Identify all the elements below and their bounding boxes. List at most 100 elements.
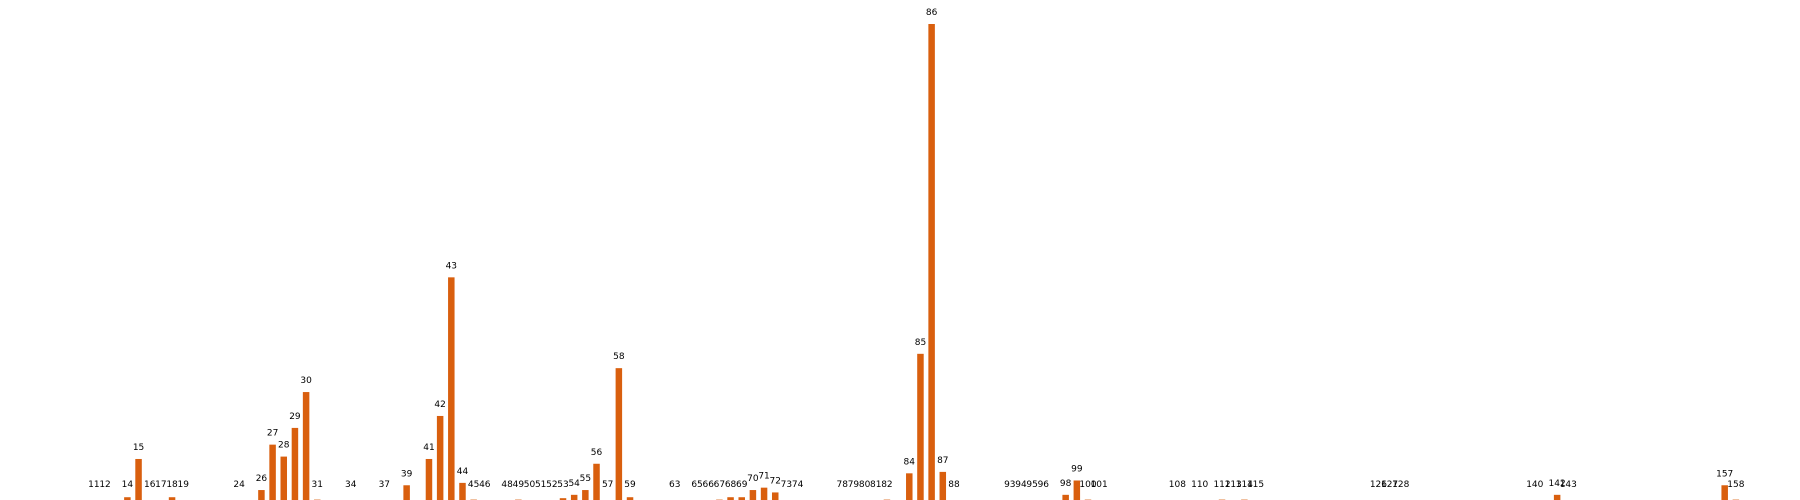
- bar-15: [135, 458, 142, 500]
- bar-label-87: 87: [937, 456, 948, 466]
- bar-72: [771, 492, 779, 500]
- bar-27: [269, 444, 276, 500]
- bar-label-80: 80: [859, 480, 871, 490]
- bar-142: [1553, 494, 1561, 500]
- bar-label-142: 142: [1549, 479, 1566, 489]
- bar-label-81: 81: [870, 480, 881, 490]
- bar-label-158: 158: [1727, 480, 1744, 490]
- bar-label-51: 51: [535, 480, 546, 490]
- bar-99: [1073, 480, 1081, 500]
- bar-label-53: 53: [557, 480, 568, 490]
- bar-label-31: 31: [312, 480, 323, 490]
- bar-label-113: 113: [1225, 480, 1242, 490]
- bar-label-37: 37: [379, 480, 390, 490]
- bar-label-108: 108: [1169, 480, 1186, 490]
- bar-label-12: 12: [99, 480, 110, 490]
- bar-label-95: 95: [1026, 480, 1037, 490]
- bar-label-101: 101: [1091, 480, 1108, 490]
- bar-label-19: 19: [178, 480, 190, 490]
- bar-label-52: 52: [546, 480, 557, 490]
- bar-label-14: 14: [122, 480, 134, 490]
- bar-label-112: 112: [1213, 480, 1230, 490]
- bars-group: [124, 24, 1740, 500]
- bar-label-66: 66: [702, 480, 714, 490]
- bar-label-11: 11: [88, 480, 99, 490]
- bar-label-71: 71: [758, 472, 769, 482]
- bar-98: [1062, 494, 1069, 500]
- bar-label-57: 57: [602, 480, 613, 490]
- bar-157: [1721, 485, 1728, 500]
- bar-14: [124, 497, 131, 500]
- bar-59: [626, 497, 634, 500]
- bar-label-93: 93: [1004, 480, 1015, 490]
- bar-label-48: 48: [501, 480, 513, 490]
- bar-label-43: 43: [446, 261, 457, 271]
- bar-69: [738, 497, 745, 500]
- bar-30: [302, 392, 310, 500]
- bar-label-42: 42: [434, 400, 445, 410]
- bar-label-65: 65: [691, 480, 702, 490]
- bar-29: [291, 427, 299, 500]
- bar-label-46: 46: [479, 480, 491, 490]
- bar-label-27: 27: [267, 429, 278, 439]
- bar-label-85: 85: [915, 338, 926, 348]
- bar-label-15: 15: [133, 443, 144, 453]
- bar-label-69: 69: [736, 480, 748, 490]
- bar-label-88: 88: [948, 480, 960, 490]
- bar-55: [582, 490, 589, 500]
- bar-56: [593, 463, 600, 500]
- bar-label-84: 84: [904, 457, 916, 467]
- bar-70: [749, 490, 757, 500]
- bar-label-67: 67: [714, 480, 725, 490]
- bar-label-115: 115: [1247, 480, 1264, 490]
- bar-label-79: 79: [848, 480, 860, 490]
- bar-label-157: 157: [1716, 469, 1733, 479]
- bar-label-54: 54: [568, 479, 580, 489]
- bar-label-17: 17: [155, 480, 166, 490]
- bar-28: [280, 456, 288, 500]
- bar-label-39: 39: [401, 469, 413, 479]
- bar-44: [459, 482, 466, 500]
- bar-label-114: 114: [1236, 480, 1253, 490]
- bar-39: [403, 485, 410, 500]
- bar-87: [939, 471, 947, 500]
- bar-label-26: 26: [256, 474, 268, 484]
- bar-label-28: 28: [278, 441, 290, 451]
- bar-71: [760, 487, 768, 500]
- bar-18: [168, 497, 176, 500]
- bar-label-68: 68: [725, 480, 737, 490]
- bar-label-30: 30: [300, 376, 312, 386]
- bar-label-72: 72: [770, 476, 781, 486]
- bar-label-56: 56: [591, 448, 603, 458]
- bar-53: [559, 498, 567, 500]
- bar-86: [928, 24, 935, 500]
- bar-label-96: 96: [1038, 480, 1050, 490]
- bar-label-126: 126: [1370, 480, 1387, 490]
- bar-label-59: 59: [624, 480, 636, 490]
- bar-label-82: 82: [881, 480, 892, 490]
- bar-label-73: 73: [781, 480, 792, 490]
- bar-label-74: 74: [792, 480, 804, 490]
- bar-58: [615, 368, 623, 500]
- bar-label-99: 99: [1071, 464, 1083, 474]
- bar-label-78: 78: [837, 480, 849, 490]
- bar-label-49: 49: [513, 480, 525, 490]
- bar-label-70: 70: [747, 474, 759, 484]
- bar-label-63: 63: [669, 480, 680, 490]
- bar-label-110: 110: [1191, 480, 1208, 490]
- bar-41: [425, 458, 433, 500]
- bar-85: [917, 353, 924, 500]
- bar-label-41: 41: [423, 443, 434, 453]
- bar-label-29: 29: [289, 412, 301, 422]
- bar-label-143: 143: [1560, 480, 1577, 490]
- bar-54: [570, 494, 578, 500]
- bar-68: [727, 497, 734, 500]
- bar-label-55: 55: [580, 474, 591, 484]
- bar-label-18: 18: [166, 480, 178, 490]
- bar-label-86: 86: [926, 8, 938, 18]
- bar-label-98: 98: [1060, 479, 1072, 489]
- bar-26: [258, 490, 265, 500]
- bar-label-16: 16: [144, 480, 156, 490]
